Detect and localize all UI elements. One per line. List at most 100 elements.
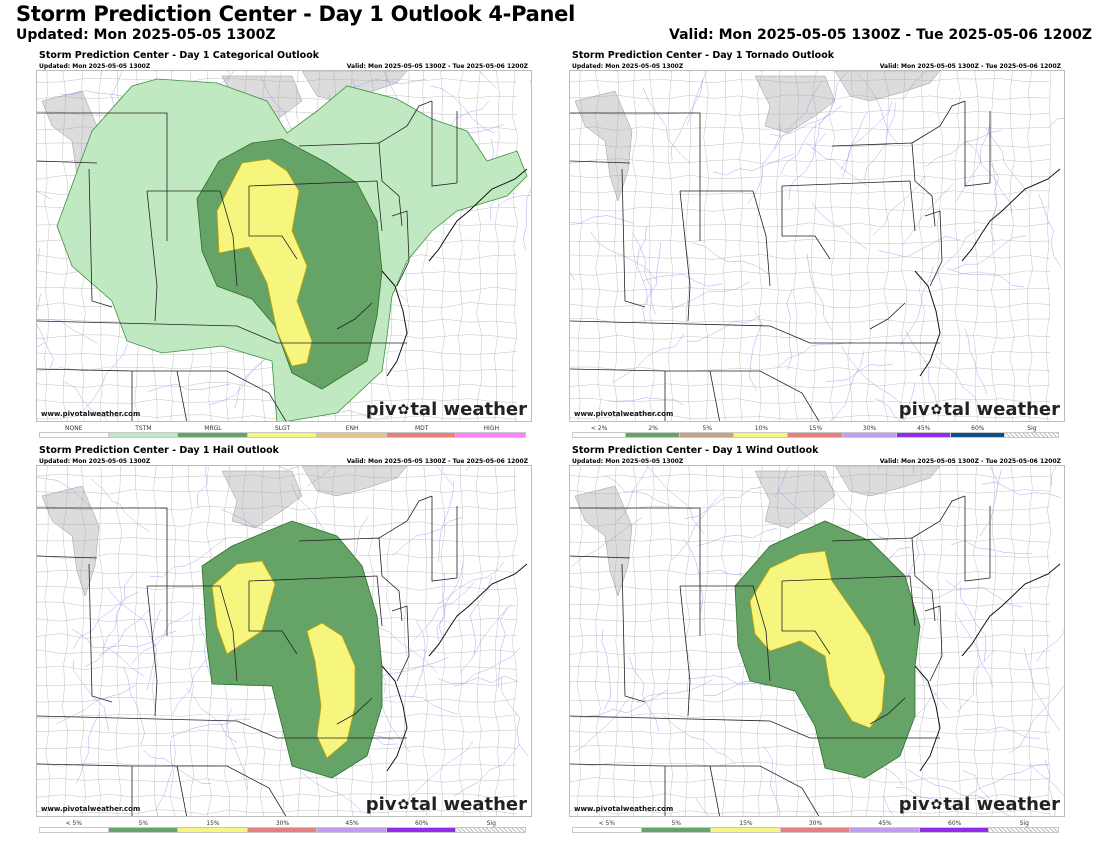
panel-updated: Updated: Mon 2025-05-05 1300Z xyxy=(39,63,151,70)
legend-item: 5% xyxy=(680,425,735,440)
map-canvas xyxy=(37,466,529,816)
logo-right: tal weather xyxy=(410,399,527,420)
logo-right: tal weather xyxy=(943,794,1060,815)
legend-swatch xyxy=(39,827,109,833)
legend-swatch xyxy=(950,432,1005,438)
basemap-lakes xyxy=(574,71,941,202)
legend-swatch xyxy=(178,827,248,833)
legend-label: 5% xyxy=(671,820,682,827)
legend-label: Sig xyxy=(1027,425,1037,432)
legend-swatch xyxy=(317,827,387,833)
pivotal-flower-icon: ✿ xyxy=(397,402,410,418)
legend-item: 60% xyxy=(386,820,457,835)
legend-item: 5% xyxy=(641,820,712,835)
legend-label: 15% xyxy=(206,820,220,827)
map-canvas xyxy=(570,71,1064,421)
legend-label: MDT xyxy=(414,425,429,432)
legend-bar: < 2% 2% 5% 10% 15% 30% 45% 60% Sig xyxy=(572,425,1059,440)
legend-swatch xyxy=(108,827,179,833)
legend-item: 5% xyxy=(108,820,179,835)
legend-item: 15% xyxy=(178,820,248,835)
outlook-map[interactable]: www.pivotalweather.com piv✿tal weather xyxy=(36,465,532,817)
legend-swatch xyxy=(641,827,712,833)
logo-left: piv xyxy=(365,399,397,420)
legend-swatch xyxy=(386,827,457,833)
legend-item: < 5% xyxy=(572,820,642,835)
legend-label: 10% xyxy=(754,425,769,432)
legend-swatch xyxy=(626,432,681,438)
legend-item: ENH xyxy=(317,425,387,440)
valid-time: Valid: Mon 2025-05-05 1300Z - Tue 2025-0… xyxy=(669,27,1092,43)
legend-item: Sig xyxy=(989,820,1060,835)
panel-valid: Valid: Mon 2025-05-05 1300Z - Tue 2025-0… xyxy=(346,63,528,70)
legend-item: 2% xyxy=(626,425,681,440)
legend-item: 45% xyxy=(317,820,387,835)
panel-title: Storm Prediction Center - Day 1 Categori… xyxy=(39,50,320,61)
legend-label: 60% xyxy=(948,820,962,827)
basemap-lakes xyxy=(41,466,408,597)
panel-wind: Storm Prediction Center - Day 1 Wind Out… xyxy=(569,445,1065,835)
legend-item: 60% xyxy=(919,820,990,835)
legend-label: 60% xyxy=(971,425,985,432)
legend-label: MRGL xyxy=(204,425,222,432)
state-lines xyxy=(37,100,528,421)
legend-item: 45% xyxy=(850,820,920,835)
legend-label: 30% xyxy=(275,820,290,827)
legend-swatch xyxy=(317,432,387,438)
legend-swatch xyxy=(247,432,318,438)
legend-swatch xyxy=(1004,432,1059,438)
logo-left: piv xyxy=(898,794,930,815)
logo-left: piv xyxy=(365,794,397,815)
panel-updated: Updated: Mon 2025-05-05 1300Z xyxy=(572,63,684,70)
legend-label: < 5% xyxy=(65,820,83,827)
legend-label: 45% xyxy=(917,425,931,432)
legend-label: 45% xyxy=(878,820,892,827)
legend-label: 60% xyxy=(415,820,429,827)
outlook-map[interactable]: www.pivotalweather.com piv✿tal weather xyxy=(36,70,532,422)
panel-title: Storm Prediction Center - Day 1 Hail Out… xyxy=(39,445,279,456)
state-lines xyxy=(570,100,1061,421)
pivotal-weather-logo: piv✿tal weather xyxy=(899,794,1060,815)
legend-item: 30% xyxy=(780,820,851,835)
legend-item: NONE xyxy=(39,425,109,440)
legend-item: Sig xyxy=(1004,425,1059,440)
legend-label: 45% xyxy=(345,820,359,827)
panel-title: Storm Prediction Center - Day 1 Wind Out… xyxy=(572,445,819,456)
site-credit: www.pivotalweather.com xyxy=(574,410,674,418)
panel-hail: Storm Prediction Center - Day 1 Hail Out… xyxy=(36,445,532,835)
pivotal-flower-icon: ✿ xyxy=(930,797,943,813)
legend-label: 2% xyxy=(648,425,658,432)
legend-label: NONE xyxy=(65,425,83,432)
legend-label: 15% xyxy=(808,425,823,432)
legend-label: Sig xyxy=(486,820,496,827)
legend-item: HIGH xyxy=(456,425,527,440)
panel-updated: Updated: Mon 2025-05-05 1300Z xyxy=(572,458,684,465)
legend-label: Sig xyxy=(1019,820,1029,827)
logo-right: tal weather xyxy=(410,794,527,815)
legend-swatch xyxy=(850,827,920,833)
risk-area-slgt xyxy=(216,158,313,367)
panel-valid: Valid: Mon 2025-05-05 1300Z - Tue 2025-0… xyxy=(879,63,1061,70)
outlook-map[interactable]: www.pivotalweather.com piv✿tal weather xyxy=(569,70,1065,422)
logo-left: piv xyxy=(898,399,930,420)
legend-item: 30% xyxy=(247,820,318,835)
pivotal-flower-icon: ✿ xyxy=(930,402,943,418)
logo-right: tal weather xyxy=(943,399,1060,420)
legend-item: 30% xyxy=(842,425,897,440)
legend-swatch xyxy=(680,432,735,438)
risk-area-wind-15 xyxy=(749,550,886,729)
legend-item: SLGT xyxy=(247,425,318,440)
legend-label: SLGT xyxy=(274,425,291,432)
site-credit: www.pivotalweather.com xyxy=(574,805,674,813)
outlook-map[interactable]: www.pivotalweather.com piv✿tal weather xyxy=(569,465,1065,817)
legend-label: 15% xyxy=(739,820,753,827)
site-credit: www.pivotalweather.com xyxy=(41,410,141,418)
map-canvas xyxy=(37,71,531,421)
pivotal-weather-logo: piv✿tal weather xyxy=(366,794,527,815)
state-lines xyxy=(37,495,528,816)
site-credit: www.pivotalweather.com xyxy=(41,805,141,813)
legend-label: HIGH xyxy=(483,425,499,432)
legend-label: 5% xyxy=(138,820,149,827)
legend-label: 30% xyxy=(862,425,877,432)
legend-swatch xyxy=(108,432,179,438)
